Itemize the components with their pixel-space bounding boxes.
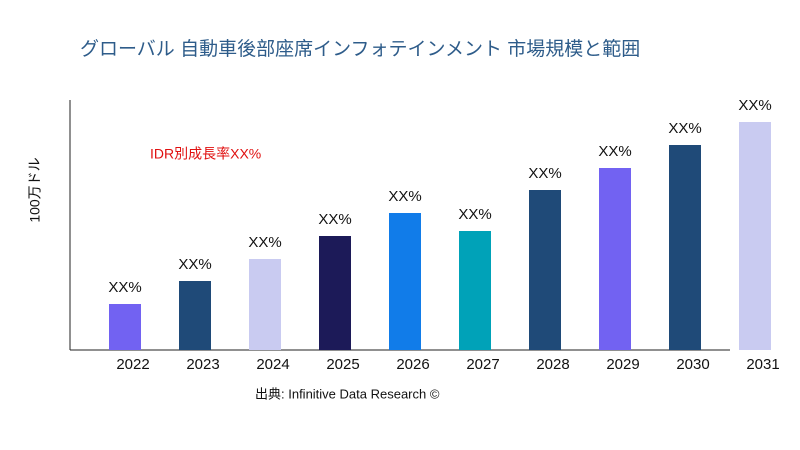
bar [179,281,211,350]
value-label: XX% [318,211,351,228]
x-tick-label: 2023 [186,356,219,373]
value-label: XX% [108,279,141,296]
chart-title: グローバル 自動車後部座席インフォテインメント 市場規模と範囲 [80,38,640,60]
x-tick-label: 2029 [606,356,639,373]
value-label: XX% [668,120,701,137]
value-label: XX% [458,206,491,223]
bar [109,304,141,350]
value-label: XX% [598,143,631,160]
bar [669,145,701,350]
x-tick-label: 2028 [536,356,569,373]
value-label: XX% [528,165,561,182]
bar [249,259,281,350]
x-tick-label: 2022 [116,356,149,373]
bar [529,190,561,350]
x-tick-label: 2025 [326,356,359,373]
source: 出典: Infinitive Data Research © [255,386,440,401]
value-label: XX% [178,256,211,273]
value-label: XX% [738,97,771,114]
bar [599,168,631,350]
x-tick-label: 2026 [396,356,429,373]
value-label: XX% [388,188,421,205]
x-tick-label: 2030 [676,356,709,373]
bar [459,231,491,350]
value-label: XX% [248,234,281,251]
annotation: IDR別成長率XX% [150,146,261,162]
x-tick-label: 2027 [466,356,499,373]
x-tick-label: 2031 [746,356,779,373]
bar [739,122,771,350]
bar [389,213,421,350]
bar [319,236,351,350]
y-axis-label: 100万ドル [27,157,43,222]
x-tick-label: 2024 [256,356,289,373]
